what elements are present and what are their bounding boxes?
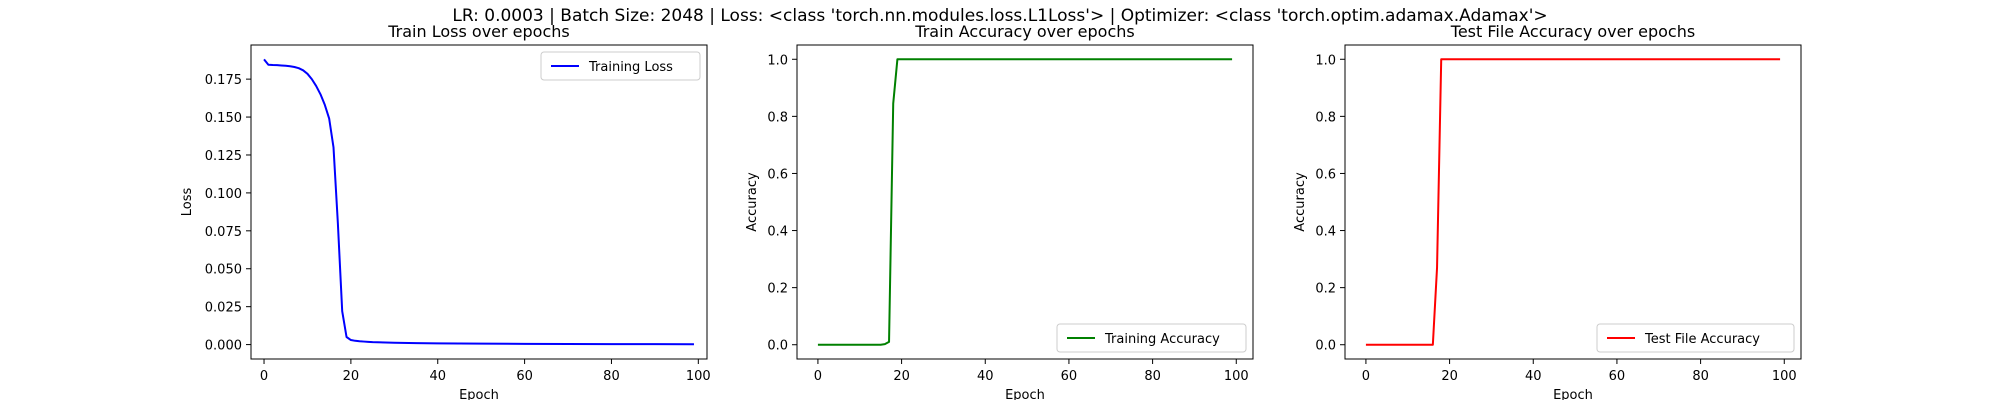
train-accuracy-x-tick-label: 80 xyxy=(1144,369,1161,384)
test-file-accuracy-x-axis-label: Epoch xyxy=(1553,388,1593,400)
test-file-accuracy-x-tick-label: 80 xyxy=(1692,369,1709,384)
train-loss-legend-box xyxy=(540,51,701,81)
train-loss-y-axis-label: Loss xyxy=(180,188,195,217)
test-file-accuracy-series-line-0 xyxy=(1365,58,1781,346)
train-loss-x-tick-label: 100 xyxy=(686,369,711,384)
test-file-accuracy-y-tick-label: 0.8 xyxy=(1315,110,1336,125)
train-accuracy-y-axis-label: Accuracy xyxy=(745,172,760,232)
train-accuracy-legend-box xyxy=(1056,323,1247,353)
train-loss-series-line-0 xyxy=(263,58,694,346)
train-loss-x-tick-label: 80 xyxy=(603,369,620,384)
test-file-accuracy-x-tick-label: 60 xyxy=(1609,369,1626,384)
test-file-accuracy-x-tick-label: 100 xyxy=(1772,369,1797,384)
test-file-accuracy-axes-frame xyxy=(1344,44,1802,360)
test-file-accuracy-title: Test File Accuracy over epochs xyxy=(1450,22,1695,41)
test-file-accuracy-y-tick-label: 0.0 xyxy=(1315,339,1336,354)
figure-suptitle: LR: 0.0003 | Batch Size: 2048 | Loss: <c… xyxy=(452,6,1547,26)
train-accuracy-legend-label: Training Accuracy xyxy=(1104,332,1220,347)
test-file-accuracy-x-tick-label: 0 xyxy=(1362,369,1370,384)
train-loss-y-tick-label: 0.125 xyxy=(205,149,242,164)
train-accuracy-y-tick-label: 0.6 xyxy=(767,167,788,182)
test-file-accuracy-y-tick-label: 1.0 xyxy=(1315,53,1336,68)
test-file-accuracy-y-tick-label: 0.4 xyxy=(1315,225,1336,240)
train-loss-y-tick-label: 0.150 xyxy=(205,111,242,126)
train-loss-axes-frame xyxy=(250,44,708,360)
train-accuracy-x-axis-label: Epoch xyxy=(1005,388,1045,400)
subplot-train-accuracy: 0 20 40 60 80 100 0.0 0.2 0.4 0.6 0.8 1.0 Train Accu… xyxy=(745,22,1254,400)
train-loss-y-tick-label: 0.100 xyxy=(205,187,242,202)
subplot-train-loss: 0 20 40 60 80 100 0.000 0.025 0.050 0.075 0.100 0.1… xyxy=(180,22,711,400)
train-loss-x-tick-label: 0 xyxy=(260,369,268,384)
test-file-accuracy-y-axis-label: Accuracy xyxy=(1293,172,1308,232)
test-file-accuracy-y-tick-label: 0.2 xyxy=(1315,282,1336,297)
train-loss-y-tick-label: 0.175 xyxy=(205,73,242,88)
test-file-accuracy-legend-label: Test File Accuracy xyxy=(1644,332,1760,347)
train-loss-x-tick-label: 40 xyxy=(429,369,446,384)
train-accuracy-y-tick-label: 1.0 xyxy=(767,53,788,68)
train-loss-y-tick-label: 0.075 xyxy=(205,225,242,240)
test-file-accuracy-legend-box xyxy=(1596,323,1795,353)
train-accuracy-x-tick-label: 60 xyxy=(1061,369,1078,384)
train-accuracy-axes-frame xyxy=(796,44,1254,360)
train-loss-x-tick-label: 20 xyxy=(343,369,360,384)
train-accuracy-series-line-0 xyxy=(817,58,1233,346)
train-loss-x-axis-label: Epoch xyxy=(459,388,499,400)
test-file-accuracy-x-tick-label: 20 xyxy=(1441,369,1458,384)
train-loss-y-tick-label: 0.000 xyxy=(205,339,242,354)
train-loss-x-tick-label: 60 xyxy=(516,369,533,384)
train-accuracy-x-tick-label: 0 xyxy=(814,369,822,384)
train-accuracy-y-tick-label: 0.2 xyxy=(767,282,788,297)
train-accuracy-title: Train Accuracy over epochs xyxy=(914,22,1134,41)
train-loss-y-tick-label: 0.025 xyxy=(205,301,242,316)
test-file-accuracy-y-tick-label: 0.6 xyxy=(1315,167,1336,182)
train-accuracy-y-tick-label: 0.4 xyxy=(767,225,788,240)
train-accuracy-legend: Training Accuracy xyxy=(1056,323,1247,353)
train-accuracy-y-tick-label: 0.0 xyxy=(767,339,788,354)
train-accuracy-x-tick-label: 40 xyxy=(977,369,994,384)
train-loss-y-tick-label: 0.050 xyxy=(205,263,242,278)
test-file-accuracy-x-tick-label: 40 xyxy=(1525,369,1542,384)
train-accuracy-x-tick-label: 20 xyxy=(893,369,910,384)
train-loss-title: Train Loss over epochs xyxy=(387,22,569,41)
train-accuracy-x-tick-label: 100 xyxy=(1224,369,1249,384)
subplot-test-file-accuracy: 0 20 40 60 80 100 0.0 0.2 0.4 0.6 0.8 1.0 Test File … xyxy=(1293,22,1802,400)
test-file-accuracy-legend: Test File Accuracy xyxy=(1596,323,1795,353)
train-loss-legend: Training Loss xyxy=(540,51,701,81)
train-accuracy-y-tick-label: 0.8 xyxy=(767,110,788,125)
train-loss-legend-label: Training Loss xyxy=(588,60,673,75)
